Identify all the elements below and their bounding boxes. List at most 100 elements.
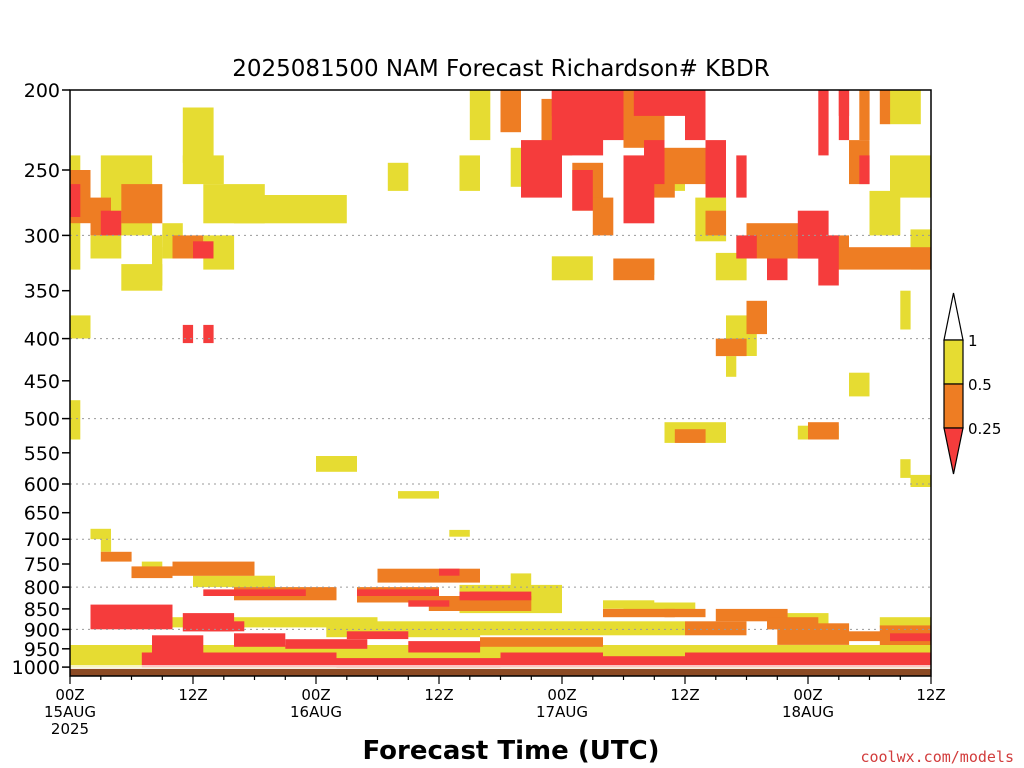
cell-red-16	[234, 633, 286, 647]
cell-yellow-29	[879, 617, 932, 628]
x-tick-label-48-1: 00Z	[547, 686, 576, 704]
cell-red-23	[398, 658, 501, 668]
cell-red-2	[182, 324, 194, 344]
cell-orange-23	[592, 197, 614, 236]
cell-yellow-44	[890, 90, 921, 125]
x-tick-label-24-2: 16AUG	[290, 703, 342, 721]
x-tick-label-72-1: 00Z	[793, 686, 822, 704]
y-tick-label-1000: 1000	[12, 657, 60, 679]
x-tick-label-48-2: 17AUG	[536, 703, 588, 721]
cell-red-18	[346, 631, 409, 640]
cell-red-46	[551, 90, 573, 116]
cell-orange-4	[100, 551, 132, 562]
y-tick-label-750: 750	[24, 554, 60, 576]
cell-red-17	[285, 639, 368, 649]
x-tick-label-72-2: 18AUG	[782, 703, 834, 721]
cell-yellow-27	[623, 602, 696, 611]
legend: 1 0.5 0.25	[943, 292, 1001, 475]
cell-red-12	[131, 604, 173, 630]
plot-area	[69, 89, 932, 677]
y-tick-label-700: 700	[24, 529, 60, 551]
cell-yellow-2	[90, 235, 122, 259]
x-tick-label-0-2: 15AUG	[44, 703, 96, 721]
cell-orange-37	[808, 422, 839, 440]
credit-text: coolwx.com/models	[860, 748, 1014, 766]
cell-red-3	[203, 324, 214, 344]
cell-red-25	[603, 656, 685, 668]
y-tick-label-250: 250	[24, 160, 60, 182]
ground-layer	[70, 668, 931, 676]
cell-red-11	[90, 604, 132, 630]
cell-yellow-52	[726, 356, 737, 377]
cell-orange-8	[377, 568, 480, 583]
legend-label-2: 0.25	[968, 420, 1001, 438]
legend-top-arrow	[943, 292, 964, 341]
cell-red-45	[838, 90, 850, 116]
cell-yellow-21	[100, 539, 112, 552]
cell-red-34	[644, 140, 665, 185]
legend-label-1: 0.5	[968, 376, 992, 394]
cell-yellow-14	[459, 155, 480, 191]
cell-red-30	[521, 140, 562, 198]
cell-orange-20	[500, 90, 521, 133]
cell-red-22	[336, 658, 398, 668]
cell-orange-5	[131, 566, 173, 579]
cell-yellow-45	[900, 290, 911, 330]
cell-yellow-41	[869, 190, 901, 236]
cell-red-7	[408, 600, 450, 607]
x-tick-label-0-1: 00Z	[55, 686, 84, 704]
y-tick-label-500: 500	[24, 409, 60, 431]
y-tick-label-850: 850	[24, 599, 60, 621]
y-tick-label-200: 200	[24, 80, 60, 102]
x-tick-label-0-3: 2025	[51, 720, 89, 738]
legend-bottom-arrow	[943, 427, 964, 475]
y-tick-label-800: 800	[24, 577, 60, 599]
cell-red-40	[818, 90, 829, 156]
cell-red-47	[633, 90, 686, 116]
cell-yellow-16	[70, 400, 81, 440]
cell-orange-6	[172, 561, 255, 576]
cell-orange-27	[664, 147, 706, 185]
legend-label-0: 1	[968, 332, 978, 350]
cell-red-5	[203, 589, 306, 596]
cell-red-0	[70, 184, 81, 217]
cell-orange-33	[859, 90, 870, 141]
cell-red-24	[500, 652, 603, 668]
cell-yellow-32	[152, 617, 378, 628]
cell-yellow-37	[551, 256, 593, 281]
cell-orange-34	[879, 90, 891, 125]
cell-red-38	[736, 235, 757, 259]
cell-yellow-12	[152, 247, 163, 286]
cell-red-35	[685, 90, 706, 141]
cell-yellow-30	[480, 621, 685, 636]
cell-yellow-19	[449, 529, 470, 537]
cell-red-32	[572, 170, 593, 211]
cell-yellow-4	[182, 107, 214, 163]
cell-orange-2	[121, 184, 163, 224]
cell-red-31	[603, 90, 624, 141]
cell-red-39	[767, 258, 788, 281]
cell-yellow-18	[398, 491, 439, 499]
heatmap-cells	[70, 90, 932, 668]
cell-yellow-35	[510, 147, 521, 187]
y-tick-label-300: 300	[24, 225, 60, 247]
cell-red-9	[439, 568, 460, 576]
y-tick-label-600: 600	[24, 474, 60, 496]
cell-red-27	[808, 652, 931, 668]
cell-yellow-42	[890, 155, 931, 198]
cell-red-28	[890, 633, 931, 642]
x-tick-label-60-1: 12Z	[670, 686, 699, 704]
cell-red-15	[203, 621, 245, 632]
cell-red-4	[193, 241, 214, 259]
cell-red-19	[408, 641, 481, 653]
cell-yellow-24	[510, 573, 532, 588]
legend-bin-yellow	[943, 339, 964, 385]
cell-orange-12	[664, 608, 706, 618]
cell-red-37	[736, 155, 747, 198]
cell-red-26	[685, 652, 808, 668]
cell-yellow-20	[90, 528, 111, 540]
y-tick-label-650: 650	[24, 503, 60, 525]
cell-red-20	[141, 652, 214, 668]
